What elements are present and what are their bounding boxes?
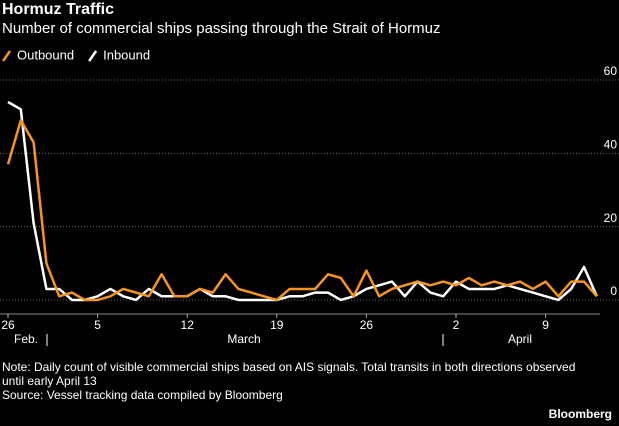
note: Note: Daily count of visible commercial … <box>2 360 576 388</box>
x-tick-label: 12 <box>181 318 195 332</box>
month-label: Feb. <box>14 332 38 346</box>
y-tick-label: 20 <box>604 211 618 225</box>
brand: Bloomberg <box>549 407 612 421</box>
x-tick-label: 19 <box>270 318 284 332</box>
month-label: March <box>227 332 260 346</box>
legend-label: Inbound <box>103 47 150 62</box>
y-tick-label: 60 <box>604 64 618 78</box>
chart-title: Hormuz Traffic <box>2 1 114 18</box>
x-tick-label: 5 <box>94 318 101 332</box>
legend-swatch <box>1 50 12 62</box>
chart-subtitle: Number of commercial ships passing throu… <box>2 20 441 37</box>
series-line <box>6 119 598 302</box>
y-tick-label: 40 <box>604 137 618 151</box>
legend-swatch <box>88 50 98 62</box>
source: Source: Vessel tracking data compiled by… <box>2 388 283 402</box>
x-tick-label: 2 <box>453 318 460 332</box>
month-label: April <box>508 332 532 346</box>
x-tick-label: 9 <box>542 318 549 332</box>
series-line <box>7 100 598 302</box>
x-tick-label: 26 <box>360 318 374 332</box>
legend-label: Outbound <box>17 47 74 62</box>
footnote: Note: Daily count of visible commercial … <box>2 360 582 402</box>
y-tick-label: 0 <box>610 284 617 298</box>
x-tick-label: 26 <box>1 318 15 332</box>
